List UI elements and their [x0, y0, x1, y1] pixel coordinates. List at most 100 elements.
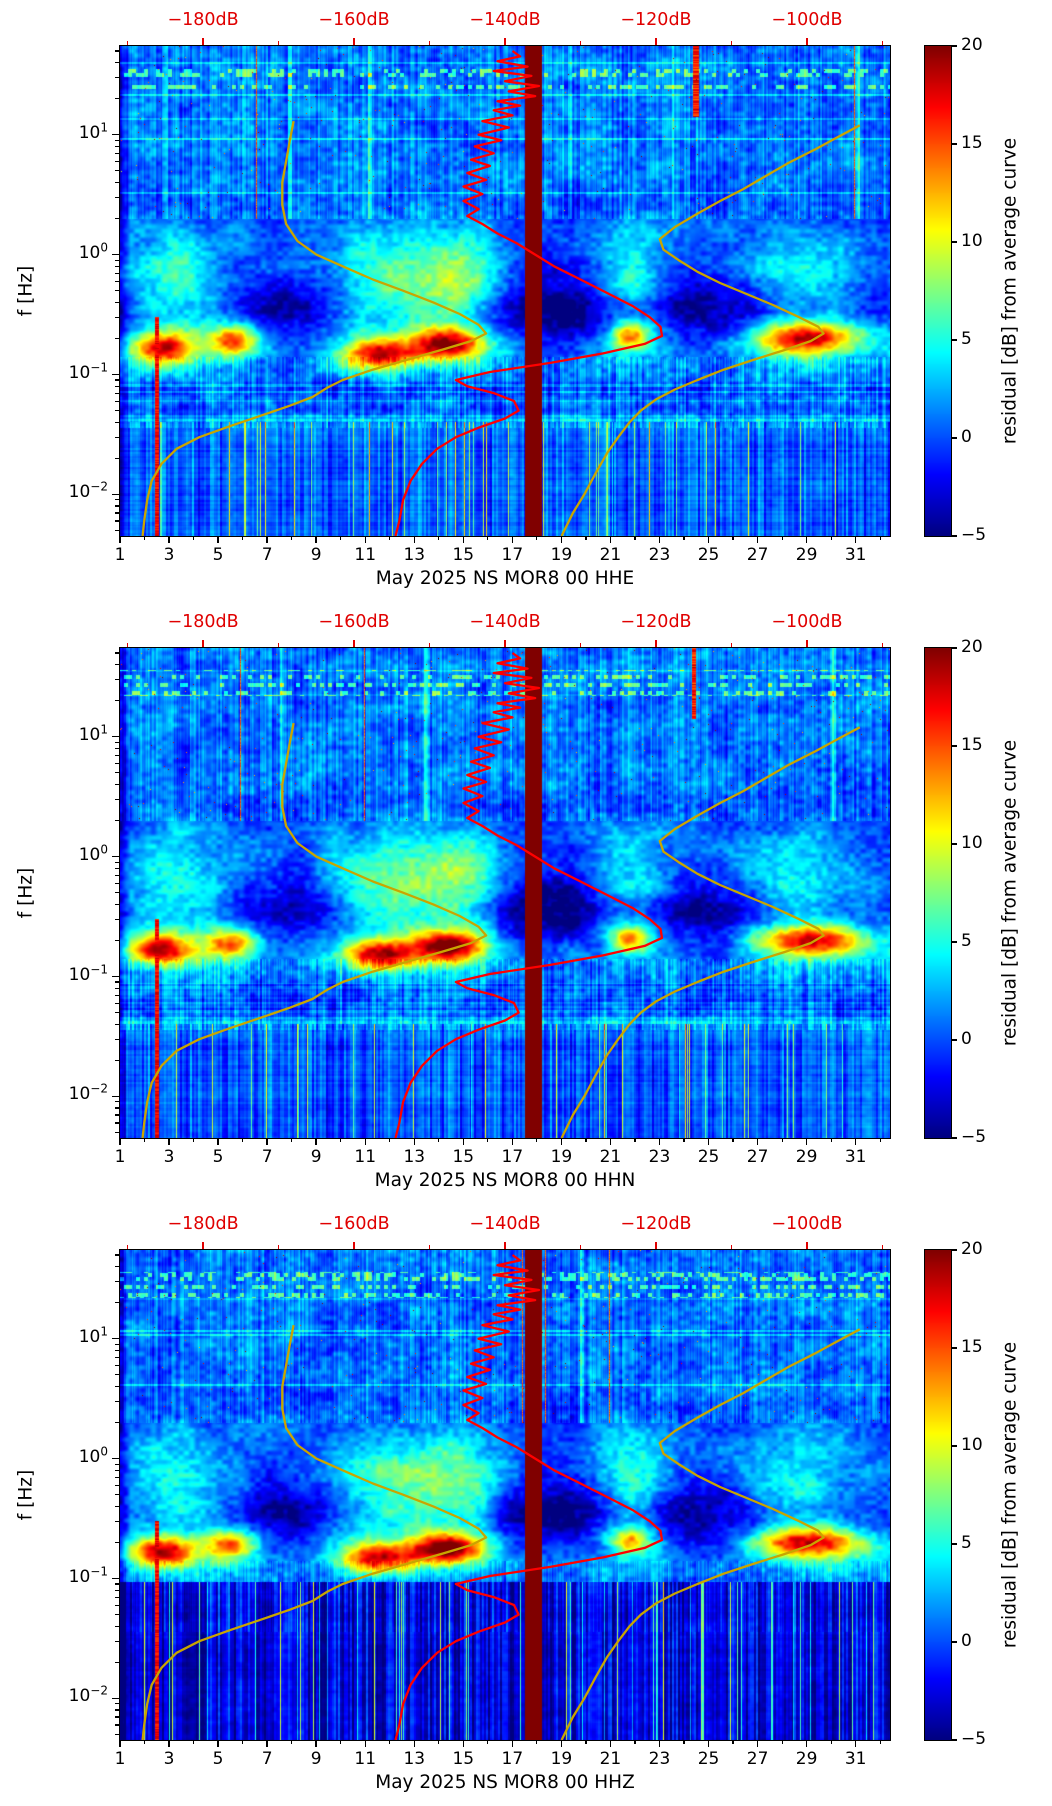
x-tick-label: 11	[354, 545, 377, 565]
y-minor-tick	[115, 520, 119, 522]
x-tick-label: 19	[550, 545, 573, 565]
y-minor-tick	[115, 1604, 119, 1606]
y-minor-tick	[115, 918, 119, 920]
colorbar-label: residual [dB] from average curve	[999, 137, 1021, 445]
y-minor-tick	[115, 747, 119, 749]
x-major-tick	[511, 536, 514, 543]
x-minor-tick	[536, 1740, 538, 1744]
x-minor-tick	[781, 1138, 783, 1142]
x-minor-tick	[585, 1138, 587, 1142]
y-tick-exponent: −1	[90, 961, 108, 976]
colorbar-tick	[951, 339, 957, 341]
x-tick-label: 13	[403, 1147, 426, 1167]
y-major-tick	[111, 373, 119, 376]
y-minor-tick	[115, 882, 119, 884]
x-major-tick	[560, 1138, 563, 1145]
x-major-tick	[315, 1138, 317, 1145]
y-minor-tick	[115, 301, 119, 303]
y-minor-tick	[115, 678, 119, 681]
x-major-tick	[217, 1740, 219, 1747]
x-tick-label: 13	[403, 1749, 426, 1769]
y-minor-tick	[115, 1012, 119, 1014]
x-tick-label: 5	[212, 1749, 224, 1769]
y-minor-tick	[115, 1716, 119, 1718]
y-minor-tick	[115, 1400, 119, 1403]
x-minor-tick	[487, 1138, 489, 1142]
x-tick-label: 25	[697, 1147, 720, 1167]
top-axis-db-label: −100dB	[771, 10, 843, 30]
x-major-tick	[413, 1138, 415, 1145]
y-minor-tick	[115, 290, 119, 292]
y-tick-base: 10	[68, 1566, 91, 1587]
y-minor-tick	[115, 867, 119, 869]
y-minor-tick	[115, 1101, 119, 1103]
x-tick-label: 23	[648, 1147, 671, 1167]
y-minor-tick	[115, 1374, 119, 1376]
top-axis-minor-tick	[730, 1244, 733, 1249]
y-major-tick	[111, 493, 119, 496]
colorbar-tick-label: 0	[961, 1631, 972, 1651]
top-axis-major-tick	[655, 1241, 657, 1249]
x-major-tick	[266, 1138, 268, 1145]
colorbar-gradient	[925, 1250, 951, 1740]
x-tick-label: 3	[163, 545, 175, 565]
x-tick-label: 23	[648, 1749, 671, 1769]
y-minor-tick	[115, 1356, 119, 1358]
x-major-tick	[511, 1740, 514, 1747]
y-tick-base: 10	[78, 1446, 101, 1467]
x-minor-tick	[732, 536, 734, 540]
x-major-tick	[511, 1138, 514, 1145]
y-minor-tick	[115, 152, 119, 154]
x-minor-tick	[291, 1138, 293, 1142]
y-minor-tick	[115, 217, 119, 220]
x-major-tick	[364, 1740, 366, 1747]
x-tick-label: 17	[501, 1749, 524, 1769]
panel-title-hhe: May 2025 NS MOR8 00 HHE	[375, 568, 635, 589]
y-tick-exponent: 1	[100, 120, 108, 135]
y-minor-tick	[115, 272, 119, 274]
y-minor-tick	[115, 1265, 119, 1268]
y-minor-tick	[115, 457, 119, 459]
x-tick-label: 1	[114, 545, 126, 565]
top-axis-db-label: −120dB	[620, 10, 692, 30]
x-tick-label: 3	[163, 1147, 175, 1167]
x-minor-tick	[340, 536, 342, 540]
colorbar-label: residual [dB] from average curve	[999, 1341, 1021, 1649]
y-major-tick	[111, 1095, 119, 1098]
top-axis-db-label: −180dB	[167, 1214, 239, 1234]
y-minor-tick	[115, 1002, 119, 1004]
x-tick-label: 27	[746, 1147, 769, 1167]
y-minor-tick	[115, 505, 119, 507]
y-minor-tick	[115, 1661, 119, 1663]
y-minor-tick	[115, 1476, 119, 1478]
x-minor-tick	[683, 536, 685, 540]
x-tick-label: 15	[452, 545, 475, 565]
panel-hhn: 101 100 10−1 10−2 f [Hz] 1 3 5 7 9 11 13 15 17 19 21 23 2…	[0, 602, 1052, 1204]
colorbar-tick-label: −5	[961, 525, 987, 545]
y-minor-tick	[115, 1520, 119, 1522]
x-major-tick	[854, 1740, 857, 1747]
x-tick-label: 25	[697, 545, 720, 565]
x-major-tick	[168, 536, 170, 543]
colorbar-tick-label: 5	[961, 931, 972, 951]
x-tick-label: 19	[550, 1749, 573, 1769]
y-tick-label: 100	[36, 1443, 108, 1468]
y-minor-tick	[115, 98, 119, 100]
x-minor-tick	[536, 536, 538, 540]
y-tick-label: 10−1	[36, 361, 108, 384]
y-minor-tick	[115, 1505, 119, 1507]
x-minor-tick	[879, 1138, 881, 1142]
y-minor-tick	[115, 181, 119, 184]
y-tick-exponent: 0	[100, 1443, 108, 1458]
y-tick-exponent: 1	[100, 722, 108, 737]
y-minor-tick	[115, 316, 119, 318]
y-minor-tick	[115, 1589, 119, 1591]
y-minor-tick	[115, 436, 119, 438]
x-minor-tick	[634, 1138, 636, 1142]
y-minor-tick	[115, 170, 119, 172]
x-minor-tick	[192, 1138, 195, 1142]
x-tick-label: 5	[212, 1147, 224, 1167]
x-minor-tick	[389, 1740, 391, 1744]
y-tick-label: 100	[36, 241, 108, 264]
top-axis-db-label: −140dB	[469, 1214, 541, 1234]
